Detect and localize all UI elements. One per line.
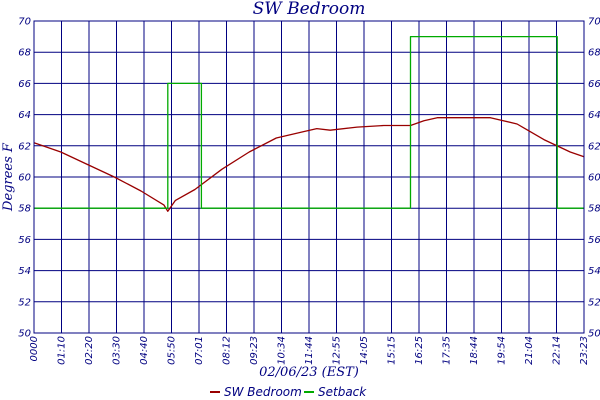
x-tick-label: 16:25 (414, 336, 425, 365)
x-tick-label: 02:20 (84, 336, 95, 365)
x-axis-label: 02/06/23 (EST) (259, 365, 359, 380)
x-tick-label: 15:15 (387, 336, 398, 365)
chart-title: SW Bedroom (253, 0, 366, 19)
y-tick-label-right: 68 (588, 48, 600, 59)
y-tick-label: 50 (18, 329, 31, 340)
y-tick-label: 60 (18, 173, 31, 184)
y-tick-label: 64 (18, 110, 31, 121)
x-tick-label: 14:05 (359, 336, 370, 365)
x-tick-label: 01:10 (57, 336, 68, 365)
y-tick-label-right: 64 (588, 110, 600, 121)
series-line-sw-bedroom (33, 117, 585, 212)
y-tick-label: 70 (18, 17, 31, 28)
y-ticks-right: 50 52 54 56 58 60 62 64 66 68 70 (588, 17, 600, 340)
y-tick-label: 58 (18, 204, 31, 215)
y-tick-label-right: 62 (588, 141, 600, 152)
legend-label: Setback (318, 385, 367, 399)
x-tick-label: 08:12 (222, 336, 233, 365)
y-tick-label: 66 (18, 79, 31, 90)
x-tick-label: 11:44 (304, 336, 315, 365)
y-tick-label-right: 52 (588, 297, 600, 308)
x-tick-label: 21:04 (524, 336, 535, 365)
x-tick-label: 07:01 (194, 336, 205, 365)
plot-frame (33, 20, 585, 334)
x-ticks: 0000 01:10 02:20 03:30 04:40 05:50 07:01 08:12 0… (29, 336, 590, 365)
x-tick-label: 03:30 (112, 336, 123, 365)
x-tick-label: 04:40 (139, 336, 150, 365)
y-ticks-left: 50 52 54 56 58 60 62 64 66 68 70 (18, 17, 31, 340)
series-line-setback (34, 35, 584, 209)
x-tick-label: 09:23 (249, 336, 260, 365)
x-tick-label: 18:44 (469, 336, 480, 365)
legend: SW Bedroom Setback (210, 385, 367, 399)
x-tick-label: 0000 (29, 336, 40, 361)
y-tick-label-right: 60 (588, 173, 600, 184)
x-tick-label: 05:50 (167, 336, 178, 365)
x-tick-label: 10:34 (277, 336, 288, 365)
series-layer (33, 35, 585, 212)
y-tick-label: 56 (18, 235, 31, 246)
x-tick-label: 22:14 (552, 336, 563, 365)
grid (33, 20, 585, 334)
x-tick-label: 12:55 (332, 336, 343, 365)
x-tick-label: 19:54 (497, 336, 508, 365)
y-tick-label: 52 (18, 297, 31, 308)
legend-label: SW Bedroom (224, 385, 302, 399)
y-tick-label-right: 70 (588, 17, 600, 28)
y-axis-label: Degrees F (1, 142, 16, 212)
y-tick-label-right: 56 (588, 235, 600, 246)
y-tick-label-right: 54 (588, 266, 600, 277)
y-tick-label-right: 50 (588, 329, 600, 340)
x-tick-label: 17:35 (442, 336, 453, 365)
y-tick-label-right: 58 (588, 204, 600, 215)
y-tick-label-right: 66 (588, 79, 600, 90)
y-tick-label: 62 (18, 141, 31, 152)
x-tick-label: 23:23 (579, 336, 590, 365)
y-tick-label: 54 (18, 266, 31, 277)
y-tick-label: 68 (18, 48, 31, 59)
